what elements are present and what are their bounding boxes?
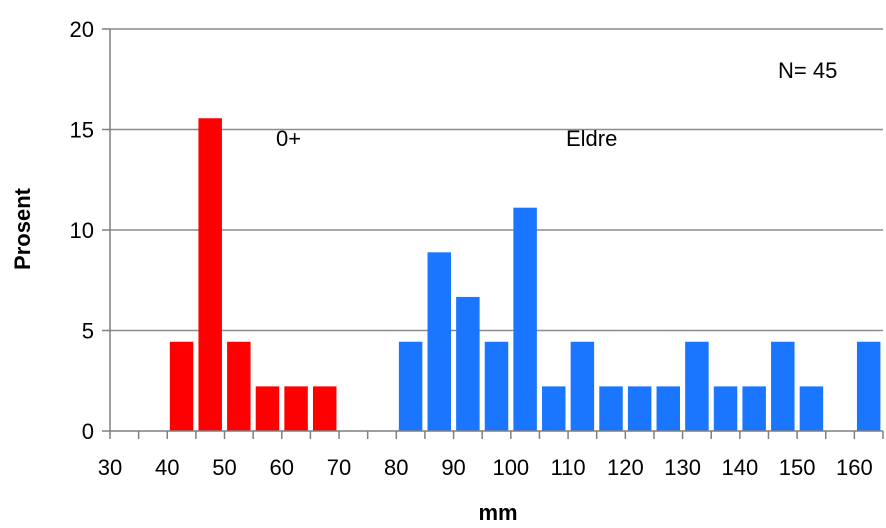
bar-juvenile-2 — [227, 341, 251, 431]
x-tick-label-13: 160 — [836, 455, 873, 480]
annotation-eldre: Eldre — [566, 126, 617, 151]
x-tick-label-9: 120 — [607, 455, 644, 480]
x-tick-label-11: 140 — [721, 455, 758, 480]
bar-older-2 — [456, 296, 480, 431]
y-tick-label-2: 10 — [70, 218, 94, 243]
x-tick-label-12: 150 — [779, 455, 816, 480]
bar-older-0 — [398, 341, 423, 431]
bar-older-4 — [513, 207, 537, 431]
x-tick-label-2: 50 — [212, 455, 236, 480]
bar-older-15 — [856, 341, 881, 431]
x-tick-label-5: 80 — [384, 455, 408, 480]
bar-juvenile-3 — [255, 386, 280, 431]
bar-older-11 — [713, 386, 738, 431]
x-tick-label-4: 70 — [327, 455, 351, 480]
bar-older-7 — [599, 386, 623, 431]
x-tick-label-8: 110 — [551, 455, 586, 480]
bar-juvenile-1 — [198, 118, 222, 431]
x-tick-label-1: 40 — [155, 455, 179, 480]
y-tick-label-0: 0 — [82, 419, 94, 444]
x-axis-title: mm — [478, 500, 517, 525]
bar-older-3 — [484, 341, 509, 431]
y-tick-label-3: 15 — [70, 118, 94, 143]
x-tick-label-3: 60 — [270, 455, 294, 480]
x-tick-label-6: 90 — [441, 455, 465, 480]
gridlines — [110, 28, 883, 332]
y-tick-labels: 0 5 10 15 20 — [70, 17, 94, 444]
x-tick-label-7: 100 — [492, 455, 529, 480]
x-tick-label-10: 130 — [664, 455, 701, 480]
bars — [169, 118, 881, 431]
axes — [102, 28, 884, 439]
bar-older-5 — [542, 386, 566, 431]
y-tick-label-4: 20 — [70, 17, 94, 42]
bar-older-8 — [627, 386, 652, 431]
bar-older-12 — [742, 386, 766, 431]
y-tick-label-1: 5 — [82, 319, 94, 344]
x-tick-label-0: 30 — [98, 455, 122, 480]
bar-older-13 — [771, 341, 795, 431]
x-tick-labels: 30 40 50 60 70 80 90 100 110 120 130 140 150 160 — [98, 455, 873, 480]
bar-juvenile-4 — [284, 386, 308, 431]
bar-juvenile-0 — [169, 341, 194, 431]
bar-older-10 — [685, 341, 709, 431]
bar-juvenile-5 — [312, 386, 337, 431]
bar-older-6 — [570, 341, 595, 431]
annotation-n-count: N= 45 — [778, 58, 837, 83]
y-axis-title: Prosent — [10, 187, 35, 270]
bar-older-14 — [799, 386, 824, 431]
annotation-0plus: 0+ — [276, 126, 301, 151]
bar-older-1 — [427, 252, 451, 431]
bar-older-9 — [656, 386, 681, 431]
